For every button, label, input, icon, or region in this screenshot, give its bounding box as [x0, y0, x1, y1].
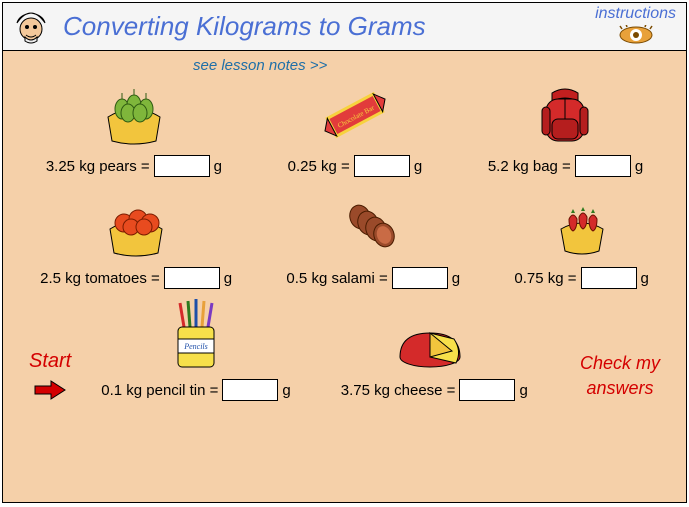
answer-input[interactable] — [392, 267, 448, 289]
question-prompt: 0.5 kg salami = — [286, 270, 387, 287]
eye-icon — [595, 25, 676, 50]
unit-label: g — [214, 158, 222, 175]
answer-input[interactable] — [575, 155, 631, 177]
question-cheese: 3.75 kg cheese = g — [341, 307, 528, 401]
question-prompt: 0.1 kg pencil tin = — [101, 382, 218, 399]
answer-input[interactable] — [164, 267, 220, 289]
unit-label: g — [641, 270, 649, 287]
question-row: 3.25 kg pears = g Chocolate Bar — [13, 83, 676, 177]
answer-input[interactable] — [581, 267, 637, 289]
arrow-right-icon — [33, 379, 67, 401]
question-prompt: 2.5 kg tomatoes = — [40, 270, 160, 287]
question-row: Start — [13, 307, 676, 401]
instructions-button[interactable]: instructions — [595, 5, 676, 50]
question-strawberries: 0.75 kg = g — [514, 195, 648, 289]
unit-label: g — [519, 382, 527, 399]
answer-input[interactable] — [222, 379, 278, 401]
question-row: 2.5 kg tomatoes = g — [13, 195, 676, 289]
svg-text:Pencils: Pencils — [183, 342, 208, 351]
question-bag: 5.2 kg bag = g — [488, 83, 643, 177]
check-answers-button[interactable]: Check my answers — [580, 351, 660, 401]
salami-icon — [338, 195, 408, 259]
question-prompt: 0.75 kg = — [514, 270, 576, 287]
check-line1: Check my — [580, 353, 660, 373]
page-title: Converting Kilograms to Grams — [63, 11, 426, 42]
backpack-icon — [530, 83, 600, 147]
einstein-avatar-icon — [11, 7, 51, 47]
unit-label: g — [452, 270, 460, 287]
question-chocolate: Chocolate Bar 0.25 kg = g — [288, 83, 422, 177]
question-prompt: 5.2 kg bag = — [488, 158, 571, 175]
question-prompt: 3.25 kg pears = — [46, 158, 150, 175]
lesson-notes-link[interactable]: see lesson notes >> — [193, 57, 327, 74]
question-tomatoes: 2.5 kg tomatoes = g — [40, 195, 232, 289]
start-label: Start — [29, 350, 71, 372]
answer-input[interactable] — [154, 155, 210, 177]
answer-input[interactable] — [354, 155, 410, 177]
strawberries-icon — [547, 195, 617, 259]
pencil-tin-icon: Pencils — [166, 307, 226, 371]
unit-label: g — [282, 382, 290, 399]
chocolate-bar-icon: Chocolate Bar — [315, 83, 395, 147]
answer-input[interactable] — [459, 379, 515, 401]
pears-icon — [94, 83, 174, 147]
start-button[interactable]: Start — [29, 350, 71, 401]
check-line2: answers — [586, 378, 653, 398]
question-pencils: Pencils 0.1 kg pencil tin = g — [101, 307, 291, 401]
question-salami: 0.5 kg salami = g — [286, 195, 460, 289]
unit-label: g — [414, 158, 422, 175]
header-bar: Converting Kilograms to Grams instructio… — [3, 3, 686, 51]
question-prompt: 0.25 kg = — [288, 158, 350, 175]
cheese-icon — [394, 307, 474, 371]
workspace: see lesson notes >> 3.25 k — [3, 51, 686, 502]
unit-label: g — [635, 158, 643, 175]
question-prompt: 3.75 kg cheese = — [341, 382, 456, 399]
tomatoes-icon — [96, 195, 176, 259]
unit-label: g — [224, 270, 232, 287]
instructions-label: instructions — [595, 5, 676, 22]
question-pears: 3.25 kg pears = g — [46, 83, 222, 177]
